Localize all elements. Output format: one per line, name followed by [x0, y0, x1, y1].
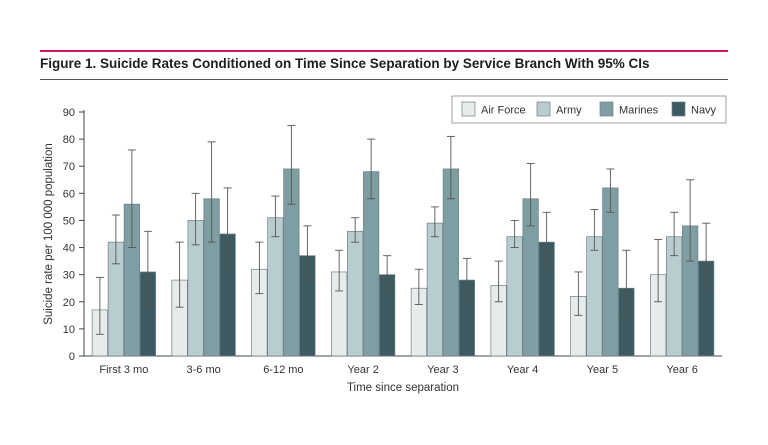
- figure-title: Figure 1. Suicide Rates Conditioned on T…: [40, 56, 650, 71]
- y-tick-label: 60: [63, 188, 75, 200]
- bar-army: [267, 217, 284, 357]
- legend-label: Marines: [619, 105, 659, 117]
- x-tick-label: First 3 mo: [99, 364, 148, 376]
- y-axis-label: Suicide rate per 100 000 population: [43, 143, 55, 325]
- x-tick-label: Year 5: [587, 364, 618, 376]
- legend-swatch-marines: [599, 101, 614, 117]
- x-tick-label: 6-12 mo: [263, 364, 303, 376]
- y-tick-label: 80: [63, 134, 75, 146]
- bar-army: [426, 222, 443, 357]
- x-tick-label: Year 4: [507, 364, 538, 376]
- y-tick-label: 70: [63, 161, 75, 173]
- y-tick-label: 0: [69, 351, 75, 363]
- y-tick-label: 50: [63, 215, 75, 227]
- x-tick-label: Year 2: [347, 364, 378, 376]
- legend-swatch-air-force: [461, 101, 476, 117]
- x-axis-label: Time since separation: [347, 382, 459, 394]
- x-tick-label: 3-6 mo: [187, 364, 221, 376]
- bar-army: [586, 236, 603, 357]
- title-accent-rule: [40, 50, 728, 52]
- legend-swatch-navy: [671, 101, 686, 117]
- x-tick-label: Year 3: [427, 364, 458, 376]
- legend-label: Army: [556, 105, 582, 117]
- bar-marines: [602, 187, 619, 357]
- x-tick-label: Year 6: [666, 364, 697, 376]
- y-tick-label: 40: [63, 243, 75, 255]
- y-tick-label: 30: [63, 270, 75, 282]
- y-tick-label: 90: [63, 107, 75, 119]
- legend-label: Navy: [691, 105, 717, 117]
- bar-army: [347, 230, 364, 357]
- bar-marines: [363, 171, 380, 357]
- legend-swatch-army: [536, 101, 551, 117]
- title-underline: [40, 79, 728, 80]
- y-tick-label: 20: [63, 297, 75, 309]
- legend-label: Air Force: [481, 105, 526, 117]
- y-tick-label: 10: [63, 324, 75, 336]
- bar-army: [506, 236, 523, 357]
